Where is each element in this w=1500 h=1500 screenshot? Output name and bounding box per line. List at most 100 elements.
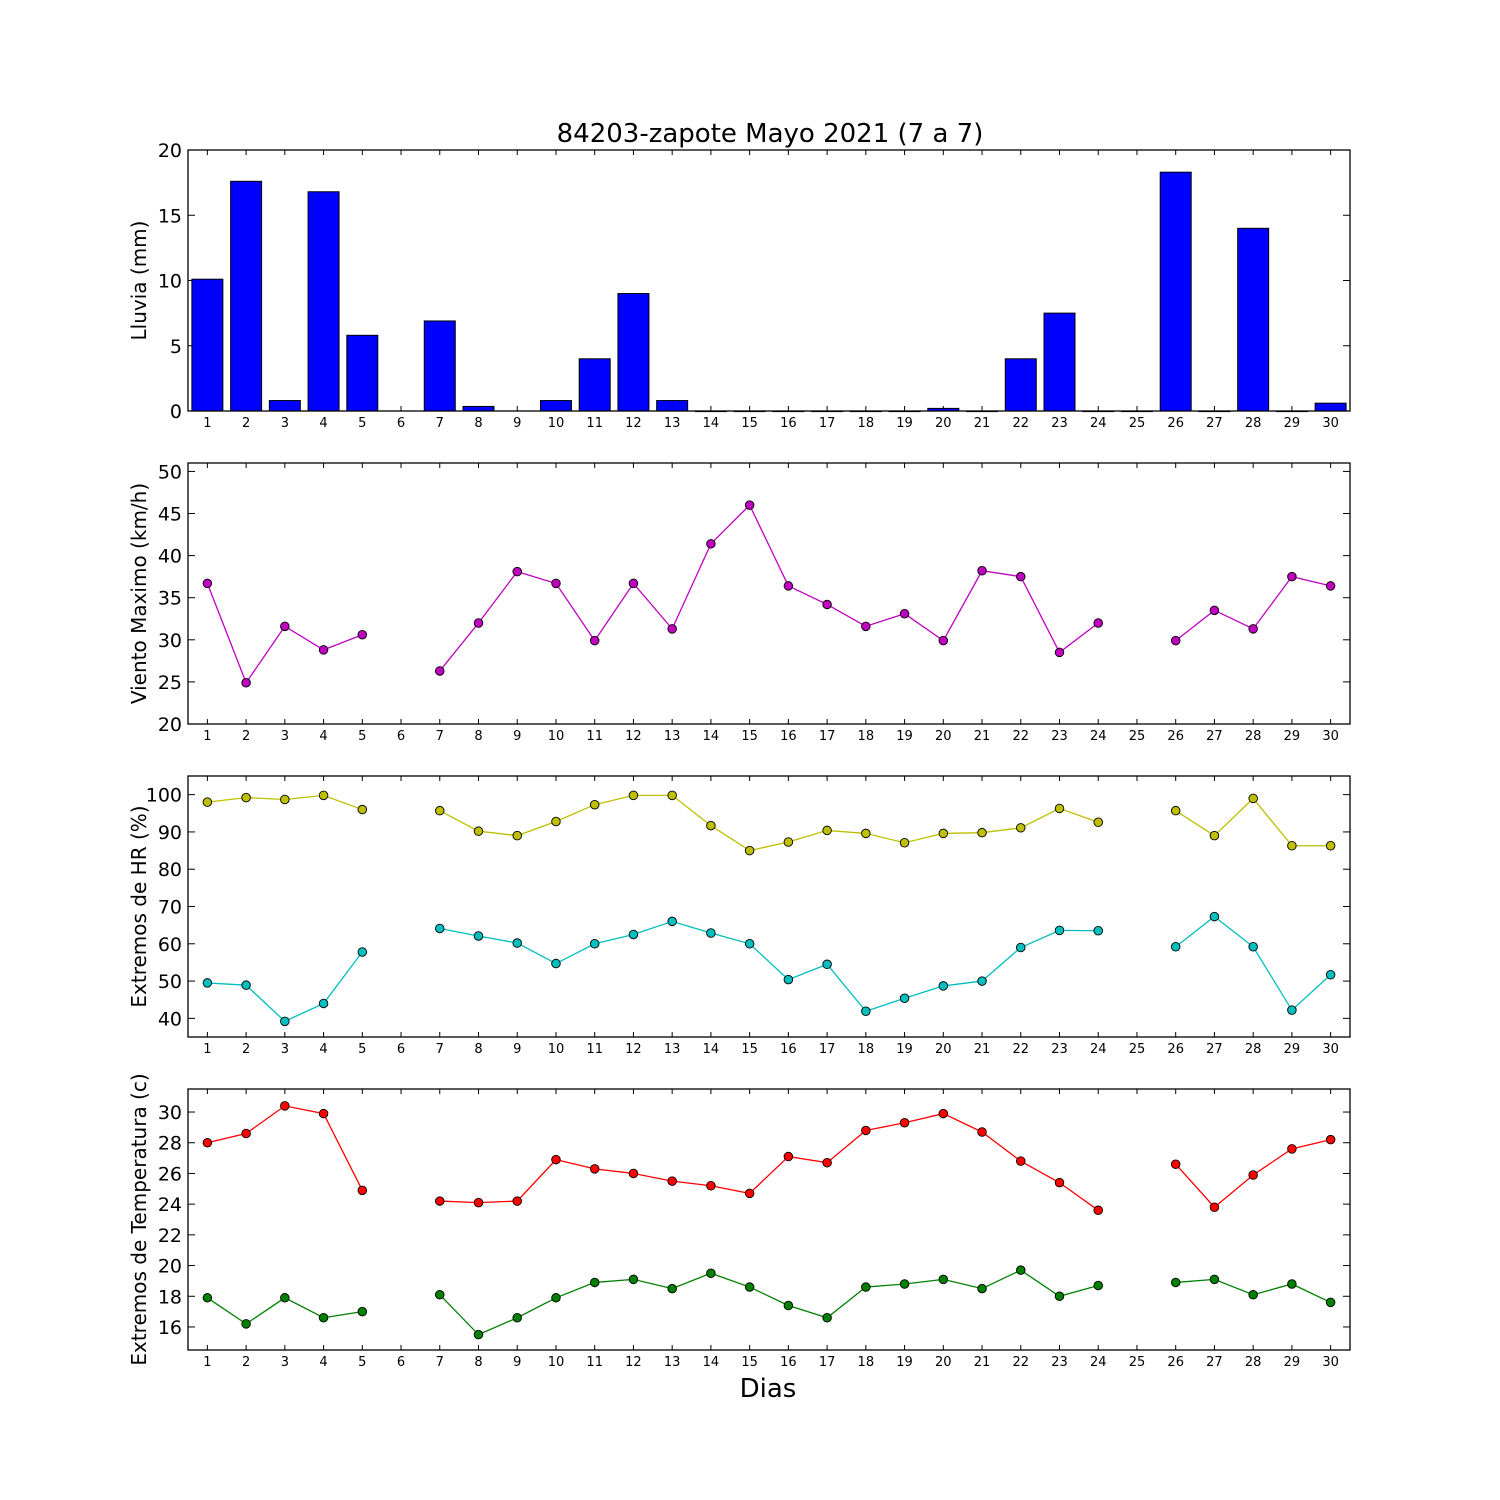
- data-point: [512, 938, 522, 948]
- x-tick-label: 12: [625, 729, 642, 744]
- data-point: [473, 1329, 484, 1340]
- bar: [268, 400, 301, 412]
- data-point: [861, 1006, 871, 1017]
- data-point: [1325, 581, 1336, 591]
- bar: [462, 405, 495, 412]
- data-point: [783, 837, 794, 847]
- x-tick-label: 27: [1206, 416, 1223, 431]
- data-point: [280, 794, 290, 805]
- x-tick-label: 7: [436, 416, 444, 431]
- x-tick-label: 25: [1129, 416, 1146, 431]
- y-tick-label: 10: [158, 271, 182, 293]
- x-tick-label: 11: [586, 1355, 603, 1370]
- x-tick-label: 29: [1284, 416, 1301, 431]
- data-point: [202, 1293, 213, 1303]
- x-tick-label: 24: [1090, 416, 1107, 431]
- series-1: [202, 1101, 1336, 1216]
- x-tick-label: 13: [664, 1355, 681, 1370]
- data-point: [589, 1164, 600, 1174]
- x-tick-label: 27: [1206, 1355, 1223, 1370]
- x-tick-label: 28: [1245, 416, 1262, 431]
- x-tick-label: 29: [1284, 1355, 1301, 1370]
- data-point: [783, 974, 794, 985]
- data-point: [1054, 803, 1065, 814]
- y-tick-label: 40: [158, 1008, 182, 1030]
- data-point: [628, 1274, 639, 1285]
- y-tick-label: 50: [158, 461, 182, 483]
- x-tick-label: 10: [548, 729, 565, 744]
- data-point: [938, 981, 949, 991]
- x-tick-label: 2: [242, 1355, 250, 1370]
- x-tick-label: 30: [1322, 416, 1339, 431]
- x-tick-label: 28: [1245, 1042, 1262, 1057]
- x-tick-label: 23: [1051, 1355, 1068, 1370]
- data-point: [1287, 1279, 1297, 1289]
- series-1: [202, 500, 1336, 688]
- data-point: [1287, 571, 1297, 582]
- bar: [578, 358, 611, 412]
- x-tick-label: 1: [203, 729, 211, 744]
- x-tick-label: 6: [397, 416, 405, 431]
- x-tick-label: 20: [935, 1355, 952, 1370]
- data-point: [473, 1197, 484, 1208]
- data-point: [318, 790, 329, 801]
- x-tick-label: 11: [586, 416, 603, 431]
- x-tick-label: 12: [625, 1355, 642, 1370]
- data-point: [977, 1283, 987, 1294]
- x-tick-label: 13: [664, 416, 681, 431]
- series-1: [202, 790, 1336, 856]
- data-point: [1170, 805, 1181, 816]
- data-point: [551, 816, 561, 827]
- x-tick-label: 29: [1284, 1042, 1301, 1057]
- data-point: [822, 1313, 832, 1323]
- x-tick-label: 26: [1167, 729, 1184, 744]
- data-point: [280, 1293, 290, 1303]
- x-tick-label: 21: [974, 1042, 991, 1057]
- x-tick-label: 21: [974, 729, 991, 744]
- y-tick-label: 20: [158, 140, 182, 162]
- x-tick-label: 8: [474, 416, 482, 431]
- x-tick-label: 27: [1206, 729, 1223, 744]
- data-point: [357, 804, 368, 815]
- x-tick-label: 30: [1322, 1355, 1339, 1370]
- x-tick-label: 11: [586, 729, 603, 744]
- data-point: [318, 1108, 329, 1119]
- data-point: [899, 1118, 910, 1128]
- data-point: [1054, 1291, 1065, 1302]
- x-tick-label: 20: [935, 416, 952, 431]
- data-point: [280, 621, 290, 632]
- figure-title: 84203-zapote Mayo 2021 (7 a 7): [557, 119, 984, 149]
- data-point: [899, 837, 910, 848]
- x-tick-label: 22: [1012, 729, 1029, 744]
- x-tick-label: 4: [319, 1042, 327, 1057]
- y-tick-label: 45: [158, 504, 182, 526]
- x-tick-label: 4: [319, 416, 327, 431]
- data-point: [899, 608, 910, 619]
- y-tick-label: 25: [158, 672, 182, 694]
- series-line: [207, 951, 363, 1023]
- y-tick-label: 20: [158, 714, 182, 736]
- bar: [1004, 358, 1037, 412]
- data-point: [435, 923, 445, 934]
- x-tick-label: 4: [319, 1355, 327, 1370]
- y-tick-label: 26: [158, 1163, 182, 1185]
- data-point: [1170, 1159, 1181, 1169]
- data-point: [1287, 1144, 1297, 1154]
- x-tick-label: 21: [974, 416, 991, 431]
- data-point: [667, 624, 677, 634]
- x-tick-label: 14: [703, 729, 720, 744]
- data-point: [551, 958, 561, 969]
- y-tick-label: 40: [158, 546, 182, 568]
- x-tick-label: 9: [513, 1042, 521, 1057]
- x-tick-label: 5: [358, 1355, 366, 1370]
- data-point: [783, 1300, 794, 1311]
- y-tick-label: 60: [158, 934, 182, 956]
- data-point: [822, 825, 832, 836]
- x-tick-label: 19: [896, 416, 913, 431]
- y-tick-label: 100: [146, 785, 182, 807]
- x-tick-label: 24: [1090, 1042, 1107, 1057]
